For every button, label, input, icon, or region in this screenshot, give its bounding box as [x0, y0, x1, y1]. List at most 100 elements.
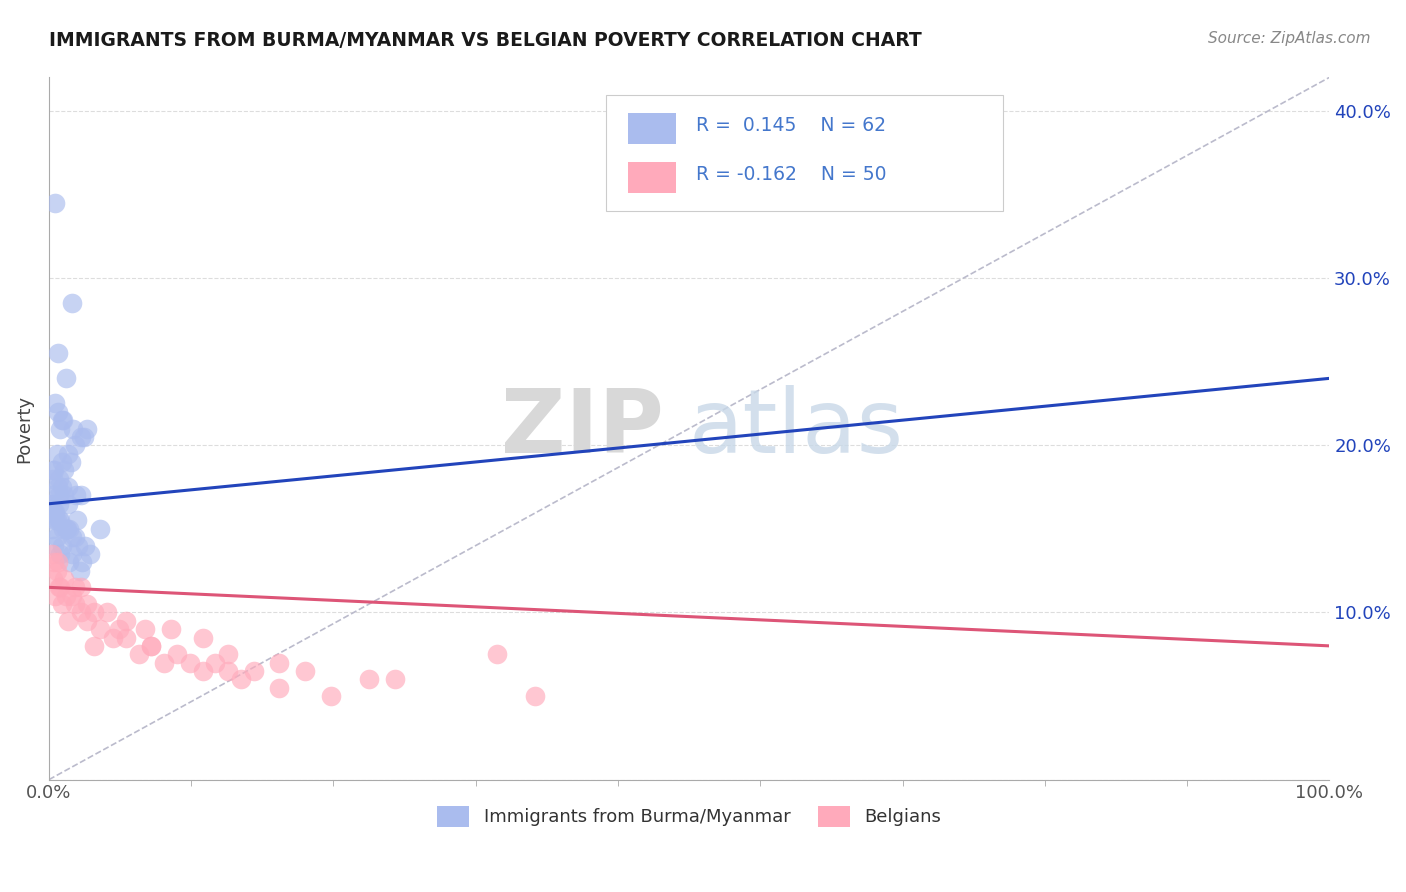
Point: [70, 430, 93, 444]
Point: [49, 580, 72, 594]
Text: ZIP: ZIP: [501, 385, 664, 472]
Point: [42, 505, 65, 519]
Point: [294, 664, 316, 678]
Point: [52, 413, 75, 427]
Point: [70, 606, 93, 620]
Point: [76, 421, 98, 435]
Point: [217, 647, 239, 661]
Point: [44, 589, 66, 603]
Point: [41, 497, 63, 511]
Point: [63, 438, 86, 452]
Point: [56, 497, 79, 511]
Point: [44, 195, 66, 210]
Text: R = -0.162    N = 50: R = -0.162 N = 50: [696, 165, 886, 184]
Legend: Immigrants from Burma/Myanmar, Belgians: Immigrants from Burma/Myanmar, Belgians: [430, 798, 949, 834]
Point: [44, 513, 66, 527]
Point: [45, 564, 67, 578]
Point: [46, 405, 69, 419]
Point: [70, 580, 93, 594]
Point: [269, 656, 291, 670]
Point: [73, 539, 96, 553]
Point: [60, 589, 83, 603]
Point: [58, 555, 80, 569]
Point: [269, 681, 291, 695]
Point: [384, 673, 406, 687]
Point: [56, 614, 79, 628]
Point: [51, 413, 73, 427]
Point: [56, 447, 79, 461]
Point: [63, 597, 86, 611]
Point: [45, 530, 67, 544]
Text: Source: ZipAtlas.com: Source: ZipAtlas.com: [1208, 31, 1371, 46]
Point: [357, 673, 380, 687]
Y-axis label: Poverty: Poverty: [15, 394, 32, 463]
Point: [53, 572, 76, 586]
Point: [72, 430, 94, 444]
Point: [46, 480, 69, 494]
Point: [42, 539, 65, 553]
Point: [83, 606, 105, 620]
Point: [56, 480, 79, 494]
Point: [45, 513, 67, 527]
Point: [76, 614, 98, 628]
Point: [229, 673, 252, 687]
Point: [79, 547, 101, 561]
Point: [191, 631, 214, 645]
Point: [59, 455, 82, 469]
Point: [41, 522, 63, 536]
FancyBboxPatch shape: [606, 95, 1002, 211]
Point: [48, 580, 70, 594]
Point: [53, 488, 76, 502]
Point: [48, 497, 70, 511]
Point: [51, 480, 73, 494]
Point: [101, 631, 124, 645]
Text: R =  0.145    N = 62: R = 0.145 N = 62: [696, 116, 886, 135]
Point: [114, 614, 136, 628]
Point: [46, 346, 69, 360]
Point: [60, 530, 83, 544]
Point: [46, 555, 69, 569]
Point: [179, 656, 201, 670]
Point: [63, 530, 86, 544]
Text: atlas: atlas: [689, 385, 904, 472]
Point: [44, 505, 66, 519]
Point: [60, 296, 83, 310]
Point: [153, 656, 176, 670]
Point: [141, 639, 163, 653]
Point: [72, 555, 94, 569]
FancyBboxPatch shape: [627, 161, 676, 194]
Point: [83, 639, 105, 653]
Point: [51, 455, 73, 469]
Point: [49, 547, 72, 561]
Point: [48, 513, 70, 527]
Point: [48, 472, 70, 486]
Point: [60, 547, 83, 561]
Point: [69, 564, 91, 578]
Text: IMMIGRANTS FROM BURMA/MYANMAR VS BELGIAN POVERTY CORRELATION CHART: IMMIGRANTS FROM BURMA/MYANMAR VS BELGIAN…: [49, 31, 922, 50]
Point: [191, 664, 214, 678]
Point: [134, 622, 156, 636]
Point: [39, 497, 62, 511]
Point: [51, 597, 73, 611]
Point: [55, 522, 77, 536]
Point: [89, 522, 111, 536]
Point: [41, 547, 63, 561]
Point: [42, 555, 65, 569]
Point: [63, 580, 86, 594]
Point: [96, 606, 118, 620]
Point: [114, 631, 136, 645]
Point: [141, 639, 163, 653]
Point: [166, 647, 188, 661]
Point: [486, 647, 509, 661]
Point: [49, 513, 72, 527]
Point: [44, 396, 66, 410]
Point: [55, 371, 77, 385]
Point: [62, 421, 84, 435]
Point: [217, 664, 239, 678]
Point: [48, 488, 70, 502]
Point: [53, 463, 76, 477]
Point: [42, 463, 65, 477]
Point: [89, 622, 111, 636]
Point: [51, 539, 73, 553]
Point: [65, 488, 87, 502]
